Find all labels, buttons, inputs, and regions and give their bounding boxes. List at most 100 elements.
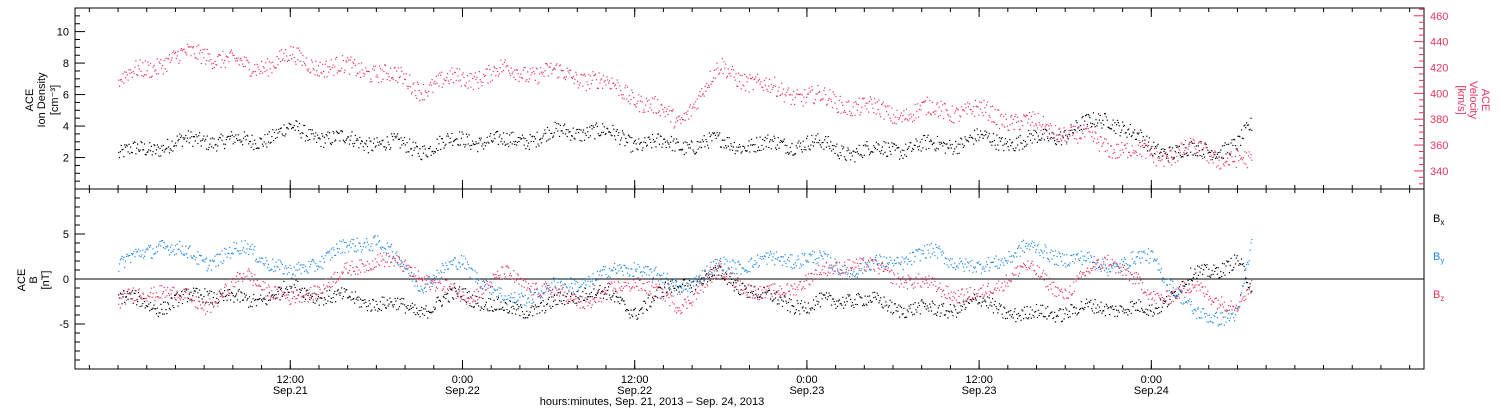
density-point	[1244, 124, 1246, 126]
density-point	[692, 149, 694, 151]
velocity-point	[382, 78, 384, 80]
density-point	[354, 134, 356, 137]
velocity-point	[1049, 123, 1051, 125]
velocity-point	[348, 59, 350, 61]
velocity-point	[281, 59, 283, 61]
bx-point	[453, 286, 456, 288]
bx-point	[500, 301, 502, 303]
by-point	[196, 263, 198, 265]
bx-point	[502, 309, 505, 311]
bx-point	[364, 299, 366, 301]
by-point	[390, 245, 392, 247]
velocity-point	[152, 66, 154, 68]
bx-point	[149, 302, 152, 304]
by-point	[508, 295, 510, 297]
bx-point	[441, 305, 443, 307]
density-point	[1124, 132, 1126, 134]
bx-point	[320, 297, 322, 299]
by-point	[535, 288, 537, 291]
bx-point	[1164, 300, 1166, 303]
bx-point	[1092, 303, 1094, 305]
velocity-point	[774, 76, 776, 78]
bx-point	[626, 309, 629, 311]
by-point	[614, 268, 617, 270]
density-point	[702, 141, 704, 143]
density-point	[910, 142, 912, 144]
velocity-point	[707, 87, 709, 89]
by-point	[533, 301, 535, 303]
velocity-point	[435, 75, 437, 77]
velocity-point	[700, 95, 702, 98]
velocity-point	[136, 74, 138, 76]
bx-point	[165, 309, 167, 311]
density-point	[902, 157, 904, 159]
by-point	[373, 236, 375, 238]
density-point	[1104, 113, 1106, 115]
density-point	[819, 144, 821, 146]
bx-point	[118, 294, 120, 296]
bx-point	[1202, 273, 1204, 275]
density-point	[1042, 128, 1044, 130]
bx-point	[250, 301, 252, 303]
bx-point	[585, 293, 587, 295]
velocity-point	[454, 72, 456, 74]
density-point	[501, 138, 503, 140]
velocity-point	[1133, 150, 1135, 152]
density-point	[663, 138, 665, 140]
velocity-point	[242, 66, 245, 68]
velocity-point	[232, 54, 234, 56]
bx-point	[483, 309, 485, 311]
density-point	[689, 147, 691, 149]
velocity-point	[1157, 157, 1159, 159]
velocity-point	[603, 81, 605, 83]
velocity-point	[1174, 162, 1176, 164]
bx-point	[1007, 311, 1009, 313]
bx-point	[1231, 269, 1233, 271]
bx-point	[583, 299, 586, 301]
velocity-point	[490, 74, 493, 76]
bx-point	[379, 308, 381, 310]
velocity-point	[1014, 115, 1016, 118]
density-point	[932, 142, 934, 144]
by-point	[335, 254, 337, 256]
density-point	[690, 140, 692, 142]
velocity-point	[589, 75, 592, 77]
density-point	[669, 146, 671, 148]
density-point	[775, 148, 778, 151]
velocity-point	[914, 103, 916, 105]
velocity-point	[527, 71, 529, 73]
velocity-point	[732, 65, 734, 67]
density-point	[1159, 152, 1161, 154]
density-point	[186, 140, 188, 142]
bx-point	[1060, 308, 1062, 310]
density-point	[1073, 129, 1075, 131]
density-point	[938, 141, 940, 143]
by-point	[744, 270, 746, 272]
velocity-point	[888, 105, 890, 107]
by-point	[164, 248, 166, 250]
bx-point	[275, 294, 277, 296]
density-point	[496, 130, 499, 132]
density-point	[955, 140, 957, 143]
velocity-point	[1111, 157, 1113, 159]
bx-point	[525, 317, 527, 319]
bx-point	[1194, 268, 1196, 270]
density-point	[602, 123, 604, 125]
density-point	[1113, 130, 1115, 132]
by-point	[357, 249, 359, 251]
velocity-point	[395, 79, 397, 82]
density-point	[911, 150, 913, 152]
by-point	[694, 277, 696, 280]
density-point	[247, 135, 249, 137]
velocity-point	[533, 70, 535, 73]
velocity-point	[545, 63, 547, 65]
density-point	[954, 148, 956, 150]
by-point	[142, 249, 144, 251]
velocity-point	[131, 76, 133, 78]
density-point	[1007, 146, 1009, 148]
bx-point	[893, 311, 895, 314]
density-point	[131, 152, 133, 154]
density-point	[436, 138, 438, 140]
velocity-point	[191, 46, 193, 48]
velocity-point	[743, 85, 745, 87]
